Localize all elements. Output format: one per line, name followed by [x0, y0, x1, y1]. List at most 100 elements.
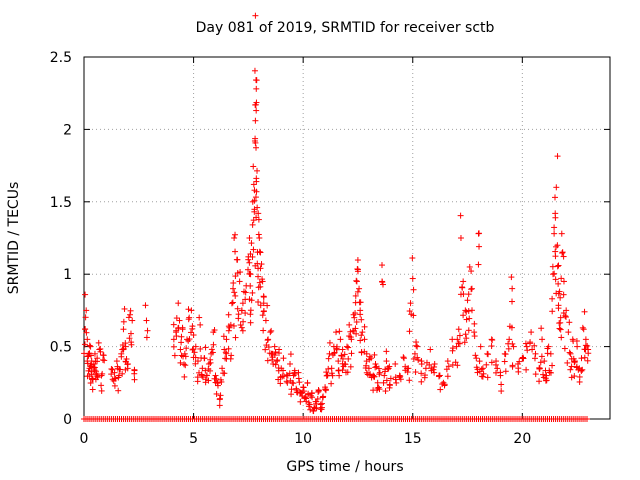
data-point [341, 351, 348, 358]
data-point [509, 285, 516, 292]
data-point [123, 356, 130, 363]
y-axis-label: SRMTID / TECUs [6, 182, 22, 295]
data-point [570, 355, 577, 362]
data-point [242, 310, 249, 317]
data-point [347, 363, 354, 370]
data-point [380, 379, 387, 386]
x-tick-label: 20 [513, 431, 531, 447]
data-point [456, 332, 463, 339]
y-tick-label: 2 [63, 122, 72, 138]
data-point [559, 250, 566, 257]
data-point [352, 310, 359, 317]
data-point [454, 336, 461, 343]
data-point [356, 285, 363, 292]
data-point [485, 351, 492, 358]
data-point [475, 261, 482, 268]
data-point [354, 288, 361, 295]
data-point [352, 325, 359, 332]
data-point [509, 298, 516, 305]
data-point [300, 384, 307, 391]
data-point [251, 208, 258, 215]
data-point [238, 324, 245, 331]
data-point [271, 352, 278, 359]
data-point [303, 395, 310, 402]
data-point [509, 362, 516, 369]
data-point [86, 342, 93, 349]
data-point [287, 360, 294, 367]
data-point [357, 299, 364, 306]
data-point [445, 363, 452, 370]
data-point [567, 366, 574, 373]
data-point [190, 332, 197, 339]
data-point [472, 352, 479, 359]
data-point [207, 367, 214, 374]
data-point [455, 326, 462, 333]
data-point [201, 355, 208, 362]
data-point [549, 308, 556, 315]
data-point [234, 305, 241, 312]
data-point [252, 139, 259, 146]
data-point [363, 358, 370, 365]
data-point [582, 336, 589, 343]
data-point [551, 270, 558, 277]
data-point [537, 359, 544, 366]
data-point [515, 368, 522, 375]
data-point [127, 307, 134, 314]
data-point [348, 350, 355, 357]
data-point [295, 375, 302, 382]
data-point [194, 378, 201, 385]
data-point [118, 353, 125, 360]
data-point [239, 327, 246, 334]
data-point [477, 343, 484, 350]
data-point [556, 320, 563, 327]
data-point [478, 366, 485, 373]
data-point [95, 339, 102, 346]
data-point [120, 326, 127, 333]
data-point [297, 398, 304, 405]
data-point [584, 357, 591, 364]
data-point [249, 289, 256, 296]
data-point [344, 343, 350, 350]
data-point [257, 302, 264, 309]
data-point [346, 321, 353, 328]
data-point [354, 257, 361, 264]
data-point [524, 347, 531, 354]
data-point [253, 77, 260, 84]
data-point [358, 332, 365, 339]
data-point [440, 379, 447, 386]
data-point [459, 284, 466, 291]
data-point [494, 365, 501, 372]
data-point [295, 369, 302, 376]
data-point [247, 319, 254, 326]
data-point [347, 334, 354, 341]
data-point [221, 370, 228, 377]
data-point [238, 307, 245, 314]
data-point [291, 371, 298, 378]
data-point [484, 374, 491, 381]
data-point [562, 312, 569, 319]
data-point [410, 355, 417, 362]
data-point [220, 333, 227, 340]
chart-title: Day 081 of 2019, SRMTID for receiver sct… [196, 20, 495, 36]
data-point [565, 329, 572, 336]
data-point [117, 366, 124, 373]
data-point [127, 330, 134, 337]
data-point [336, 372, 343, 379]
data-point [119, 346, 126, 353]
data-point [223, 336, 230, 343]
data-point [252, 12, 259, 19]
data-point [558, 275, 565, 282]
data-point [213, 390, 220, 397]
data-point [186, 336, 193, 343]
data-point [192, 354, 199, 361]
data-point [468, 307, 475, 314]
data-point [465, 308, 472, 315]
data-point [126, 335, 133, 342]
data-point [325, 355, 332, 362]
data-point [305, 403, 312, 410]
data-point [561, 345, 568, 352]
data-point [170, 321, 177, 328]
data-point [431, 363, 438, 370]
data-point [94, 374, 101, 381]
